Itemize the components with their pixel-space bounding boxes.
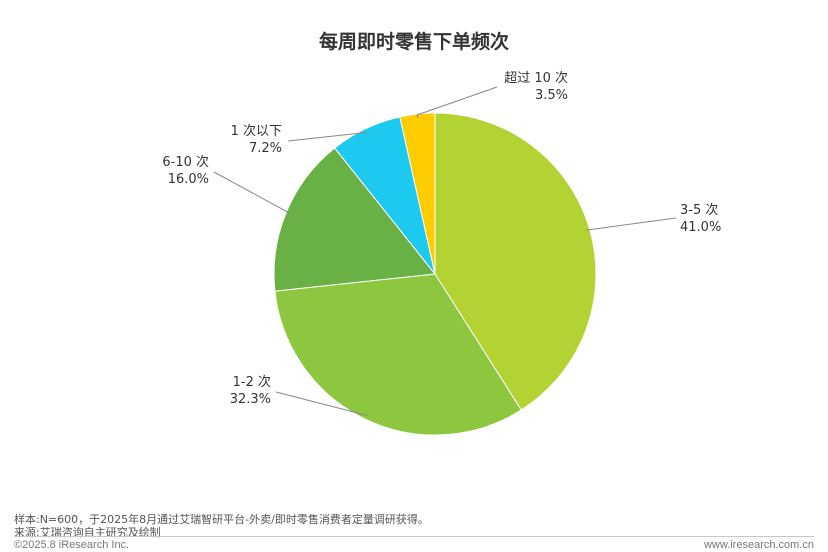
pie-slice (274, 273, 522, 436)
pie-slice (434, 112, 597, 411)
footer-divider (14, 536, 814, 537)
source-note: 来源:艾瑞咨询自主研究及绘制 (14, 526, 161, 539)
slice-label: 1-2 次 (233, 374, 271, 390)
slice-label: 3-5 次 (680, 202, 718, 218)
sample-note: 样本:N=600，于2025年8月通过艾瑞智研平台-外卖/即时零售消费者定量调研… (14, 513, 429, 526)
slice-label: 6-10 次 (162, 154, 209, 170)
slice-label: 超过 10 次 (504, 70, 568, 86)
leader-line (585, 217, 677, 231)
leader-line (416, 86, 498, 119)
slice-value-label: 41.0% (680, 220, 721, 235)
leader-line (213, 171, 291, 214)
slice-value-label: 3.5% (535, 88, 568, 103)
slice-value-label: 32.3% (230, 392, 271, 407)
pie-slice (399, 112, 436, 275)
leader-line (287, 131, 368, 142)
website-url: www.iresearch.com.cn (703, 539, 814, 551)
slice-value-label: 7.2% (249, 141, 282, 156)
chart-title: 每周即时零售下单频次 (319, 30, 509, 53)
leader-line (275, 391, 367, 416)
copyright: ©2025.8 iResearch Inc. (14, 539, 130, 551)
slice-label: 1 次以下 (231, 123, 282, 139)
slice-value-label: 16.0% (168, 172, 209, 187)
